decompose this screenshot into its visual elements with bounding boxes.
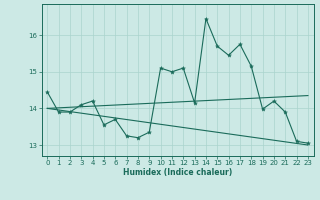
X-axis label: Humidex (Indice chaleur): Humidex (Indice chaleur)	[123, 168, 232, 177]
